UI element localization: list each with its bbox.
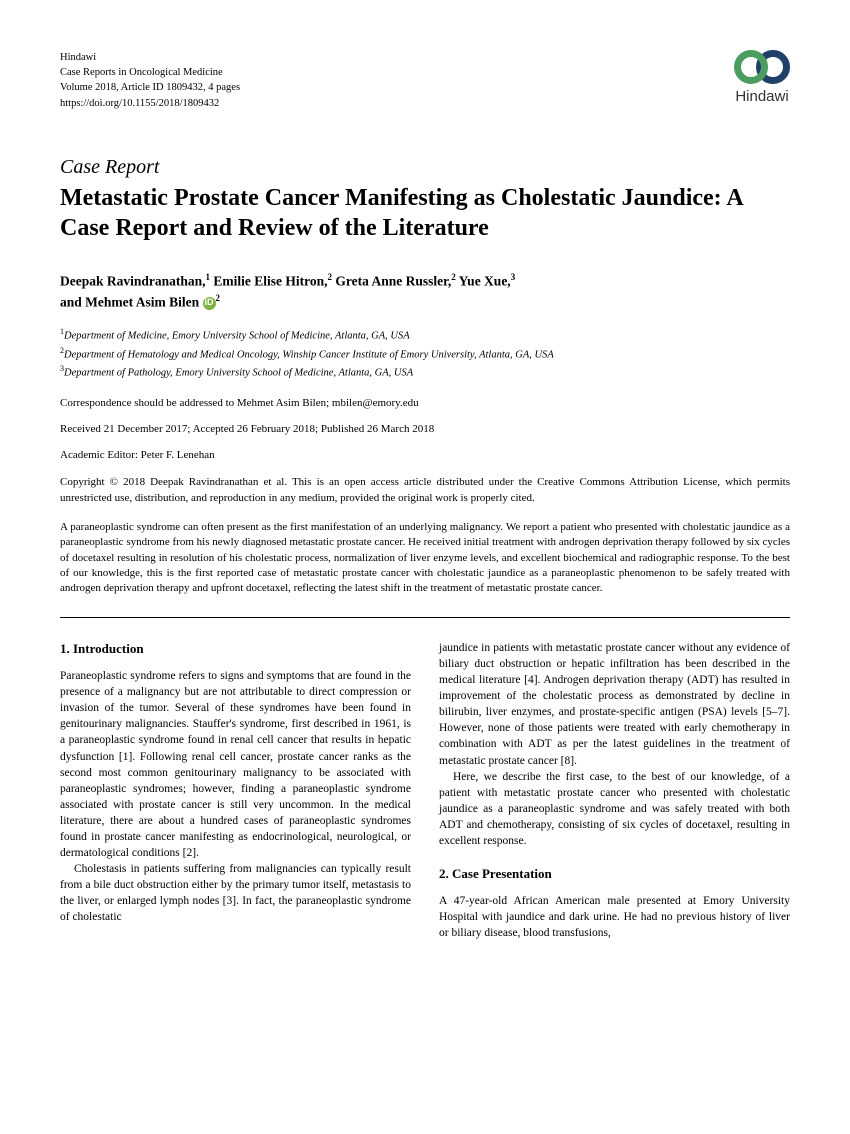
journal-meta: Hindawi Case Reports in Oncological Medi… (60, 50, 240, 111)
and-connector: and (60, 294, 85, 309)
publisher-name: Hindawi (60, 50, 240, 65)
author-3: Greta Anne Russler, (335, 273, 451, 288)
affiliation-3: Department of Pathology, Emory Universit… (64, 367, 413, 378)
intro-paragraph-1: Paraneoplastic syndrome refers to signs … (60, 668, 411, 861)
intro-paragraph-2: Cholestasis in patients suffering from m… (60, 861, 411, 925)
case-paragraph-1: A 47-year-old African American male pres… (439, 893, 790, 941)
publisher-logo: Hindawi (734, 50, 790, 105)
author-4: Yue Xue, (459, 273, 511, 288)
body-columns: 1. Introduction Paraneoplastic syndrome … (60, 640, 790, 942)
col2-paragraph-1: jaundice in patients with metastatic pro… (439, 640, 790, 769)
affiliation-1: Department of Medicine, Emory University… (64, 331, 410, 342)
section-divider (60, 617, 790, 618)
orcid-icon[interactable]: iD (203, 297, 216, 310)
author-1: Deepak Ravindranathan, (60, 273, 206, 288)
author-5: Mehmet Asim Bilen (85, 294, 199, 309)
affiliation-2: Department of Hematology and Medical Onc… (64, 349, 554, 360)
affiliations: 1Department of Medicine, Emory Universit… (60, 326, 790, 381)
column-right: jaundice in patients with metastatic pro… (439, 640, 790, 942)
article-title: Metastatic Prostate Cancer Manifesting a… (60, 183, 790, 243)
volume-line: Volume 2018, Article ID 1809432, 4 pages (60, 80, 240, 95)
copyright-notice: Copyright © 2018 Deepak Ravindranathan e… (60, 475, 790, 506)
header-row: Hindawi Case Reports in Oncological Medi… (60, 50, 790, 111)
intro-heading: 1. Introduction (60, 640, 411, 658)
author-list: Deepak Ravindranathan,1 Emilie Elise Hit… (60, 271, 790, 313)
academic-editor: Academic Editor: Peter F. Lenehan (60, 449, 790, 461)
logo-text: Hindawi (734, 88, 790, 105)
column-left: 1. Introduction Paraneoplastic syndrome … (60, 640, 411, 942)
case-heading: 2. Case Presentation (439, 865, 790, 883)
journal-name: Case Reports in Oncological Medicine (60, 65, 240, 80)
correspondence: Correspondence should be addressed to Me… (60, 397, 790, 409)
logo-rings-icon (734, 50, 790, 84)
doi-url[interactable]: https://doi.org/10.1155/2018/1809432 (60, 96, 240, 111)
abstract: A paraneoplastic syndrome can often pres… (60, 520, 790, 597)
article-type: Case Report (60, 156, 790, 179)
col2-paragraph-2: Here, we describe the first case, to the… (439, 769, 790, 849)
publication-dates: Received 21 December 2017; Accepted 26 F… (60, 423, 790, 435)
author-2: Emilie Elise Hitron, (213, 273, 327, 288)
